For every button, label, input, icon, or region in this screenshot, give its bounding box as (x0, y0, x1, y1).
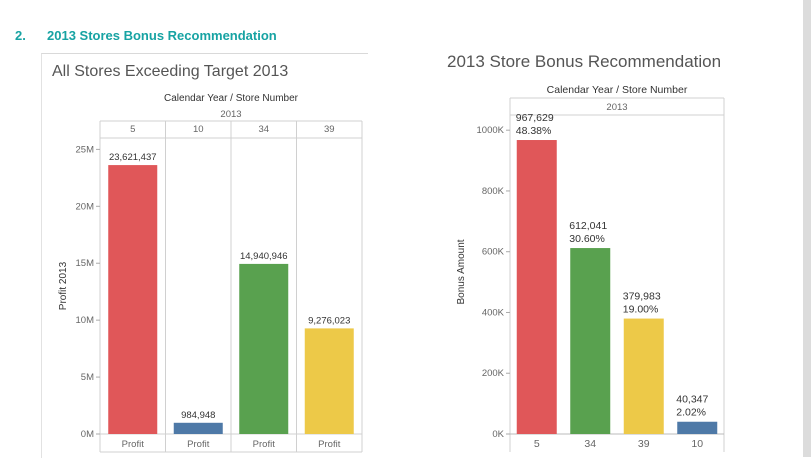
right-bar-store-39 (623, 318, 664, 434)
left-bar-value-label: 23,621,437 (109, 152, 157, 163)
right-y-axis-label: Bonus Amount (456, 239, 467, 304)
left-bar-value-label: 9,276,023 (308, 315, 350, 326)
left-measure-label: Profit (187, 439, 210, 450)
left-y-tick-label: 25M (76, 144, 95, 155)
left-y-axis-label: Profit 2013 (58, 261, 69, 310)
right-y-tick-label: 600K (482, 247, 505, 258)
left-bar-store-39 (304, 328, 354, 434)
left-bar-value-label: 984,948 (181, 410, 215, 421)
right-bar-percent-label: 19.00% (623, 304, 659, 316)
right-store-label-39: 39 (638, 438, 650, 450)
right-y-tick-label: 0K (492, 429, 504, 440)
right-y-tick-label: 400K (482, 307, 505, 318)
right-bar-store-10 (677, 421, 718, 434)
left-header-title: Calendar Year / Store Number (164, 93, 299, 104)
right-chart-title: 2013 Store Bonus Recommendation (447, 52, 722, 71)
right-store-label-34: 34 (584, 438, 596, 450)
right-bar-percent-label: 48.38% (516, 125, 552, 137)
right-y-tick-label: 200K (482, 368, 505, 379)
right-bar-percent-label: 2.02% (676, 407, 706, 419)
right-bar-value-label: 612,041 (569, 220, 607, 232)
left-y-tick-label: 5M (81, 372, 94, 383)
left-bar-store-34 (239, 263, 289, 434)
left-y-tick-label: 10M (76, 315, 95, 326)
right-bar-store-34 (570, 248, 611, 434)
left-chart-title: All Stores Exceeding Target 2013 (52, 63, 289, 80)
left-y-tick-label: 15M (76, 258, 95, 269)
window-edge (803, 0, 811, 457)
section-number: 2. (15, 28, 26, 43)
left-bar-store-5 (108, 165, 158, 434)
right-bar-value-label: 379,983 (623, 291, 661, 303)
left-measure-label: Profit (122, 439, 145, 450)
left-store-header-5: 5 (130, 124, 135, 135)
section-title: 2013 Stores Bonus Recommendation (47, 28, 277, 43)
left-header-year: 2013 (220, 109, 241, 120)
right-bar-store-5 (516, 140, 557, 435)
left-store-header-10: 10 (193, 124, 204, 135)
left-bar-store-10 (173, 422, 223, 434)
left-bar-value-label: 14,940,946 (240, 251, 288, 262)
right-bar-value-label: 40,347 (676, 394, 708, 406)
left-measure-label: Profit (318, 439, 341, 450)
left-panel-frame (41, 53, 368, 458)
left-y-tick-label: 20M (76, 201, 95, 212)
right-store-label-5: 5 (534, 438, 540, 450)
right-store-label-10: 10 (691, 438, 703, 450)
right-bar-percent-label: 30.60% (569, 233, 605, 245)
right-bar-value-label: 967,629 (516, 112, 554, 124)
right-header-year: 2013 (606, 102, 627, 113)
right-header-title: Calendar Year / Store Number (547, 84, 688, 96)
right-y-tick-label: 1000K (477, 125, 505, 136)
left-store-header-34: 34 (258, 124, 269, 135)
left-measure-label: Profit (253, 439, 276, 450)
left-y-tick-label: 0M (81, 429, 94, 440)
left-store-header-39: 39 (324, 124, 335, 135)
right-y-tick-label: 800K (482, 186, 505, 197)
